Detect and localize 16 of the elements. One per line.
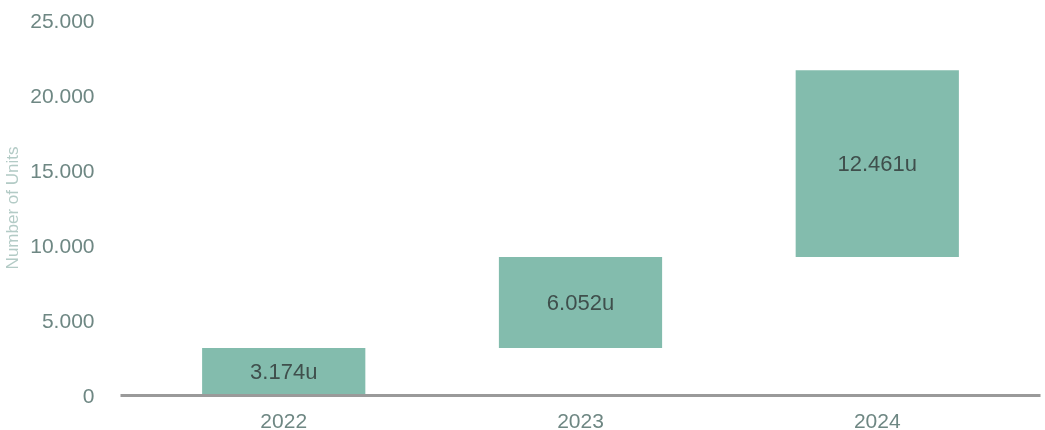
bar [202, 347, 366, 396]
data-label: 12.461u [837, 151, 918, 177]
y-axis-title: Number of Units [3, 146, 23, 270]
bar [795, 70, 959, 258]
y-tick-label: 15.000 [30, 158, 95, 182]
x-tick-label: 2022 [260, 408, 308, 430]
x-tick-label: 2023 [557, 408, 604, 430]
y-tick-label: 10.000 [30, 233, 95, 257]
data-label: 3.174u [250, 359, 318, 385]
y-tick-label: 20.000 [30, 83, 95, 107]
y-tick-label: 5.000 [41, 308, 95, 332]
x-tick-label: 2024 [853, 408, 901, 430]
bar [498, 257, 663, 348]
data-label: 6.052u [546, 290, 615, 315]
y-tick-label: 25.000 [30, 8, 95, 32]
y-tick-label: 0 [82, 383, 95, 407]
